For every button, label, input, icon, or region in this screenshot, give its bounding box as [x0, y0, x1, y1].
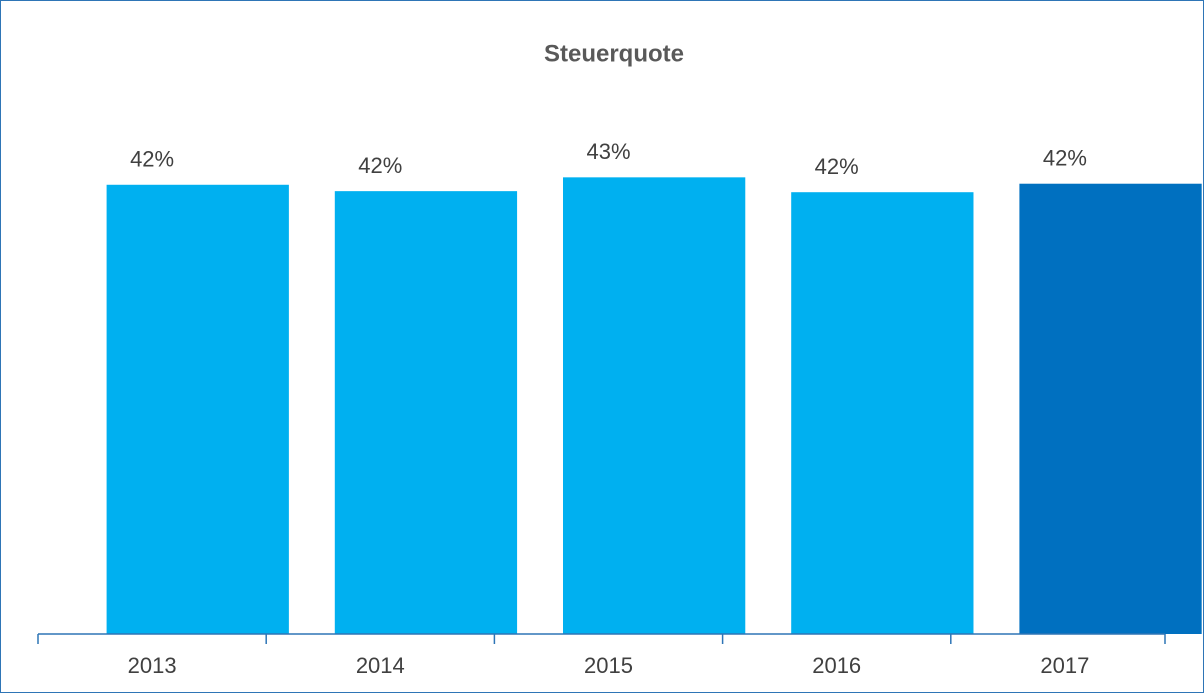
- x-tick-label: 2016: [812, 653, 861, 678]
- x-tick-label: 2014: [356, 653, 405, 678]
- value-label: 42%: [1043, 146, 1087, 171]
- value-label: 43%: [586, 139, 630, 164]
- x-tick-label: 2017: [1040, 653, 1089, 678]
- bar: [563, 177, 746, 634]
- bar: [1019, 183, 1202, 634]
- x-tick-label: 2013: [128, 653, 177, 678]
- bar: [334, 191, 518, 634]
- value-label: 42%: [815, 154, 859, 179]
- bar: [791, 192, 974, 634]
- bar: [106, 184, 289, 635]
- x-tick-label: 2015: [584, 653, 633, 678]
- chart-title: Steuerquote: [544, 40, 684, 67]
- value-label: 42%: [130, 147, 174, 172]
- value-label: 42%: [358, 153, 402, 178]
